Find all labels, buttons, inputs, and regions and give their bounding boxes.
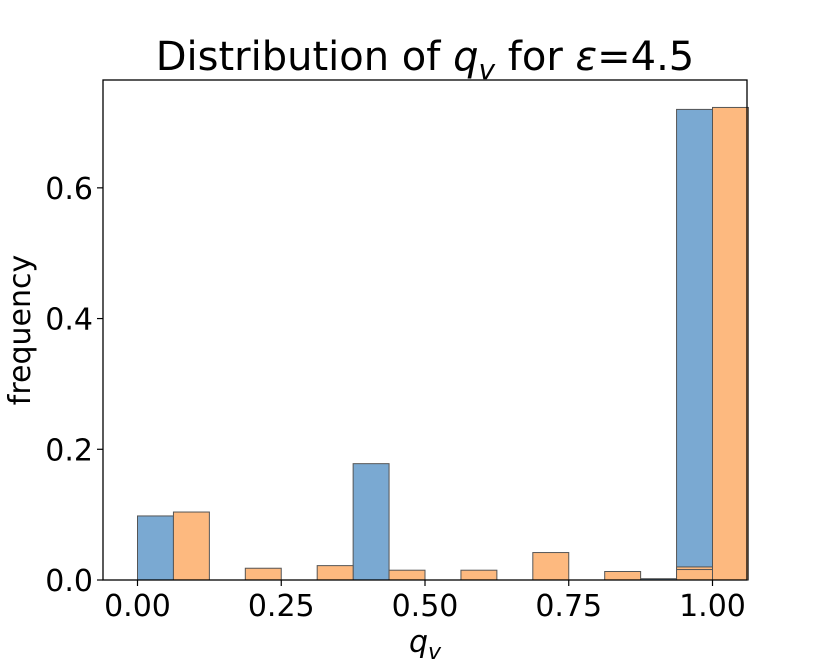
bar-series2-bin6 <box>604 571 642 581</box>
y-axis-ticks: 0.0 0.2 0.4 0.6 <box>45 172 103 599</box>
x-tick-label: 0.00 <box>104 589 171 624</box>
bar-series1-bin0 <box>137 515 174 581</box>
bar-series2-bin1 <box>244 567 282 581</box>
chart-title-suffix: =4.5 <box>597 34 694 80</box>
chart-title-subscript: v <box>478 53 495 86</box>
bar-series1-bin3 <box>352 463 390 581</box>
bar-series2-bin5 <box>532 552 570 581</box>
x-axis-label-variable: q <box>409 625 428 660</box>
chart-title: Distribution of qv for ε=4.5 <box>156 34 695 86</box>
x-axis-label: qv <box>409 625 442 664</box>
x-axis-label-subscript: v <box>428 640 442 664</box>
x-tick-label: 1.00 <box>679 589 746 624</box>
bar-group <box>137 106 749 581</box>
y-axis-label: frequency <box>3 255 38 405</box>
chart-title-epsilon: ε <box>575 34 597 80</box>
chart-title-prefix: Distribution of <box>156 34 453 80</box>
chart-title-variable: q <box>453 34 478 80</box>
y-tick-label: 0.0 <box>45 564 93 599</box>
bar-series2-bin0 <box>172 511 210 581</box>
bar-series1-bin8 <box>676 108 713 581</box>
y-tick-label: 0.6 <box>45 172 93 207</box>
bar-series2-bin2 <box>316 565 354 581</box>
x-axis-ticks: 0.00 0.25 0.50 0.75 1.00 <box>104 580 746 624</box>
x-tick-label: 0.25 <box>248 589 315 624</box>
x-tick-label: 0.50 <box>392 589 459 624</box>
chart-title-middle: for <box>495 34 575 80</box>
y-tick-label: 0.2 <box>45 433 93 468</box>
bar-series2-bin4 <box>460 569 498 581</box>
bar-series2-bin3 <box>388 569 426 581</box>
bar-series2-bin9 <box>712 106 749 581</box>
x-tick-label: 0.75 <box>535 589 602 624</box>
y-tick-label: 0.4 <box>45 303 93 338</box>
bar-series2-bin8 <box>676 569 713 581</box>
plot-frame <box>102 79 748 581</box>
